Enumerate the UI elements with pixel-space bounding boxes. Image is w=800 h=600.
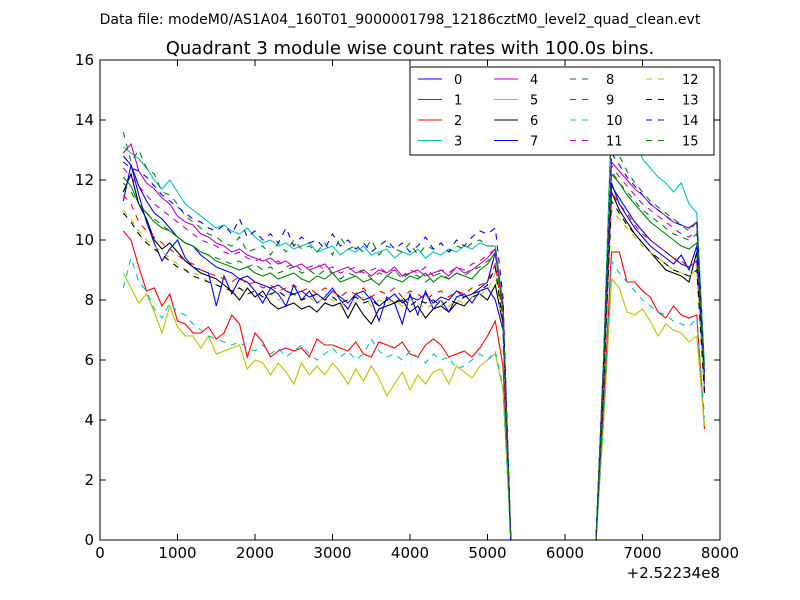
legend-label-1: 1 <box>454 94 462 109</box>
series-line-2 <box>122 230 706 541</box>
y-tick-label: 8 <box>84 291 94 309</box>
series-line-13 <box>122 199 706 541</box>
x-tick-label: 1000 <box>158 544 196 562</box>
y-tick-label: 2 <box>84 471 94 489</box>
y-tick-label: 14 <box>75 111 94 129</box>
plot-frame <box>99 59 721 541</box>
legend-label-5: 5 <box>530 94 538 109</box>
legend-label-6: 6 <box>530 114 538 129</box>
legend-label-12: 12 <box>682 73 699 88</box>
legend-label-7: 7 <box>530 135 538 150</box>
series-line-11 <box>122 163 706 541</box>
x-tick-label: 7000 <box>623 544 661 562</box>
series-line-5 <box>122 272 706 541</box>
x-tick-label: 5000 <box>468 544 506 562</box>
y-tick-label: 16 <box>75 51 94 69</box>
y-tick-label: 12 <box>75 171 94 189</box>
series-line-7 <box>122 164 706 541</box>
legend-label-10: 10 <box>606 114 623 129</box>
x-tick-label: 3000 <box>313 544 351 562</box>
legend-label-15: 15 <box>682 135 699 150</box>
plot-lines <box>122 113 706 541</box>
series-line-9 <box>122 190 706 541</box>
series-line-12 <box>122 208 706 541</box>
x-tick-label: 4000 <box>391 544 429 562</box>
x-offset-label: +2.52234e8 <box>627 564 720 582</box>
legend-label-8: 8 <box>606 73 614 88</box>
series-line-8 <box>122 122 706 541</box>
legend-label-11: 11 <box>606 135 623 150</box>
legend-label-2: 2 <box>454 114 462 129</box>
series-line-3 <box>122 113 706 541</box>
series-line-15 <box>122 169 706 541</box>
legend-label-9: 9 <box>606 94 614 109</box>
legend-label-4: 4 <box>530 73 538 88</box>
x-tick-label: 0 <box>95 544 105 562</box>
y-tick-label: 10 <box>75 231 94 249</box>
series-line-10 <box>122 256 706 541</box>
legend-label-14: 14 <box>682 114 699 129</box>
y-tick-label: 4 <box>84 411 94 429</box>
x-tick-label: 8000 <box>701 544 739 562</box>
legend-label-13: 13 <box>682 94 699 109</box>
chart-title: Quadrant 3 module wise count rates with … <box>166 38 655 59</box>
axis-ticks: 0 1000 2000 3000 4000 5000 6000 7000 80000246810… <box>75 51 739 562</box>
legend-label-3: 3 <box>454 135 462 150</box>
series-line-14 <box>122 151 706 541</box>
series-line-4 <box>122 142 706 541</box>
y-tick-label: 6 <box>84 351 94 369</box>
series-line-0 <box>122 155 706 541</box>
x-tick-label: 2000 <box>236 544 274 562</box>
y-tick-label: 0 <box>84 531 94 549</box>
x-tick-label: 6000 <box>546 544 584 562</box>
suptitle: Data file: modeM0/AS1A04_160T01_90000017… <box>100 12 701 28</box>
legend-label-0: 0 <box>454 73 462 88</box>
